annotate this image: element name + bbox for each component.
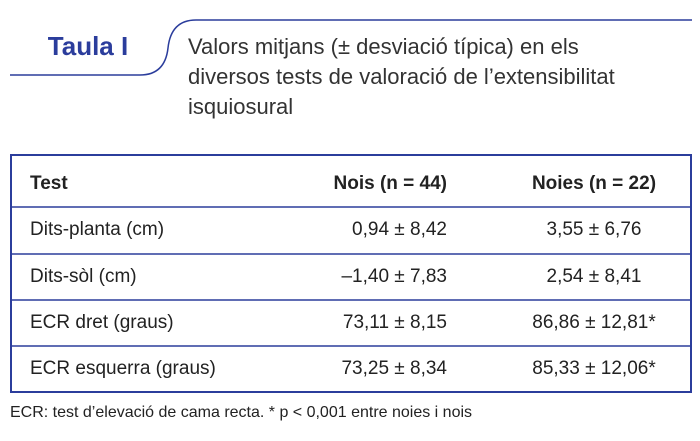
table-cell: –1,40 ± 7,83 (341, 266, 447, 287)
table-cell: Dits-planta (cm) (30, 219, 164, 240)
table-cell: 73,11 ± 8,15 (343, 312, 447, 333)
footnote: ECR: test d’elevació de cama recta. * p … (10, 404, 472, 421)
caption-line: diversos tests de valoració de l’extensi… (188, 64, 615, 89)
caption-line: Valors mitjans (± desviació típica) en e… (188, 34, 579, 59)
table-cell: 85,33 ± 12,06* (532, 358, 656, 379)
table-cell: 0,94 ± 8,42 (352, 219, 447, 240)
table-cell: 3,55 ± 6,76 (547, 219, 642, 240)
table-cell: 86,86 ± 12,81* (532, 312, 656, 333)
table-cell: 73,25 ± 8,34 (341, 358, 447, 379)
caption-line: isquiosural (188, 94, 293, 119)
column-header: Nois (n = 44) (334, 173, 448, 194)
table-cell: Dits-sòl (cm) (30, 266, 137, 287)
table-cell: ECR esquerra (graus) (30, 358, 216, 379)
table-label: Taula I (48, 31, 128, 61)
column-header: Test (30, 173, 68, 194)
table-cell: ECR dret (graus) (30, 312, 174, 333)
title-bracket (10, 19, 692, 76)
table-cell: 2,54 ± 8,41 (547, 266, 642, 287)
column-header: Noies (n = 22) (532, 173, 656, 194)
table-border (10, 154, 692, 393)
